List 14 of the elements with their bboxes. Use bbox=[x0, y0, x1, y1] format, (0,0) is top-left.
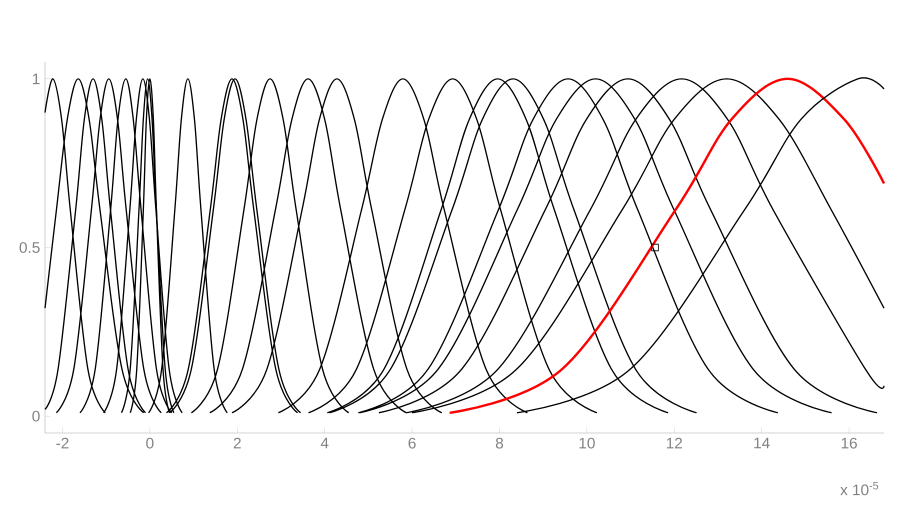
x-tick-label: -2 bbox=[56, 438, 69, 448]
x-tick-label: 16 bbox=[842, 438, 857, 449]
x-tick-label: 8 bbox=[496, 438, 504, 449]
x-tick-label: 10 bbox=[580, 438, 595, 449]
x-tick-label: 0 bbox=[146, 438, 154, 449]
x-tick-label: 12 bbox=[666, 438, 682, 448]
x-tick-label: 2 bbox=[234, 438, 241, 448]
y-tick-label: 1 bbox=[32, 74, 40, 84]
y-tick-label: 0.5 bbox=[20, 242, 40, 253]
x-tick-label: 6 bbox=[408, 438, 416, 449]
x-tick-label: 4 bbox=[320, 438, 328, 448]
x-tick-label: 14 bbox=[754, 438, 770, 448]
text: x 10$^{-5}$ bbox=[840, 482, 878, 496]
y-tick-label: 0 bbox=[32, 410, 40, 422]
